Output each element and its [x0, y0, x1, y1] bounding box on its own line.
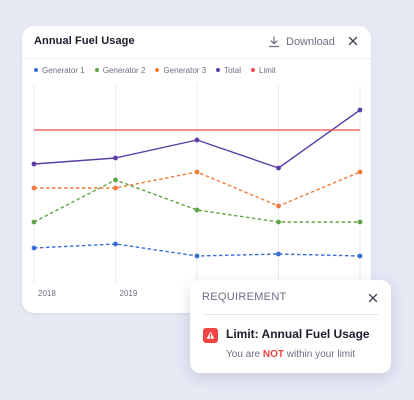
close-popup-button[interactable] [367, 292, 379, 304]
close-card-button[interactable] [346, 34, 360, 48]
card-header: Annual Fuel Usage Download [22, 26, 371, 59]
point-generator-1-2021 [276, 251, 281, 257]
point-generator-3-2020 [194, 169, 200, 175]
point-generator-3-2019 [113, 185, 118, 191]
legend-dot [251, 68, 256, 72]
point-total-2020 [194, 137, 200, 143]
card-title: Annual Fuel Usage [34, 35, 135, 47]
x-tick-label-2018: 2018 [38, 289, 56, 298]
x-tick-label-2019: 2019 [120, 289, 138, 298]
point-total-2021 [276, 165, 281, 171]
legend-item-4: Limit [251, 66, 276, 75]
legend-dot [94, 68, 99, 72]
message-prefix: You are [226, 349, 263, 360]
download-icon [268, 36, 280, 48]
download-label: Download [286, 36, 335, 48]
point-generator-1-2022 [357, 253, 363, 259]
warning-icon [206, 331, 215, 339]
message-suffix: within your limit [284, 349, 356, 360]
warning-badge [203, 328, 218, 343]
point-total-2019 [113, 155, 118, 161]
point-total-2022 [357, 107, 363, 113]
chart-legend: Generator 1 Generator 2 Generator 3 Total Li… [34, 63, 276, 77]
legend-dot [155, 68, 160, 72]
point-generator-1-2018 [31, 245, 37, 251]
point-generator-2-2020 [194, 207, 200, 213]
point-generator-2-2021 [276, 219, 281, 225]
legend-dot [216, 68, 221, 72]
legend-label: Limit [259, 65, 276, 75]
legend-item-3: Total [216, 66, 241, 75]
point-generator-2-2019 [113, 177, 118, 183]
legend-item-2: Generator 3 [155, 66, 206, 75]
popup-message: You are NOT within your limit [226, 349, 355, 360]
point-generator-1-2020 [194, 253, 200, 259]
legend-dot [34, 68, 38, 72]
download-button[interactable]: Download [268, 34, 335, 50]
close-icon [368, 293, 378, 303]
legend-item-0: Generator 1 [34, 66, 85, 75]
point-generator-3-2021 [276, 203, 281, 209]
popup-heading: Limit: Annual Fuel Usage [226, 327, 370, 341]
point-total-2018 [31, 161, 37, 167]
close-icon [348, 36, 358, 46]
legend-label: Generator 1 [42, 65, 85, 75]
legend-label: Generator 2 [102, 65, 146, 75]
point-generator-3-2018 [31, 185, 37, 191]
legend-label: Total [224, 65, 242, 75]
popup-title: REQUIREMENT [202, 291, 287, 303]
fuel-usage-card: Annual Fuel Usage Download Generator 1 Ge… [22, 26, 371, 313]
series-line-generator-2 [33, 179, 360, 223]
legend-label: Generator 3 [163, 65, 207, 75]
point-generator-1-2019 [113, 241, 118, 247]
message-emphasis: NOT [262, 349, 284, 360]
fuel-usage-chart: 2018 2019 [31, 84, 363, 298]
popup-divider [202, 314, 379, 315]
point-generator-2-2018 [31, 219, 37, 225]
legend-item-1: Generator 2 [94, 65, 146, 75]
requirement-popup: REQUIREMENT Limit: Annual Fuel Usage You… [190, 280, 391, 373]
point-generator-3-2022 [357, 169, 363, 175]
point-generator-2-2022 [357, 219, 363, 225]
